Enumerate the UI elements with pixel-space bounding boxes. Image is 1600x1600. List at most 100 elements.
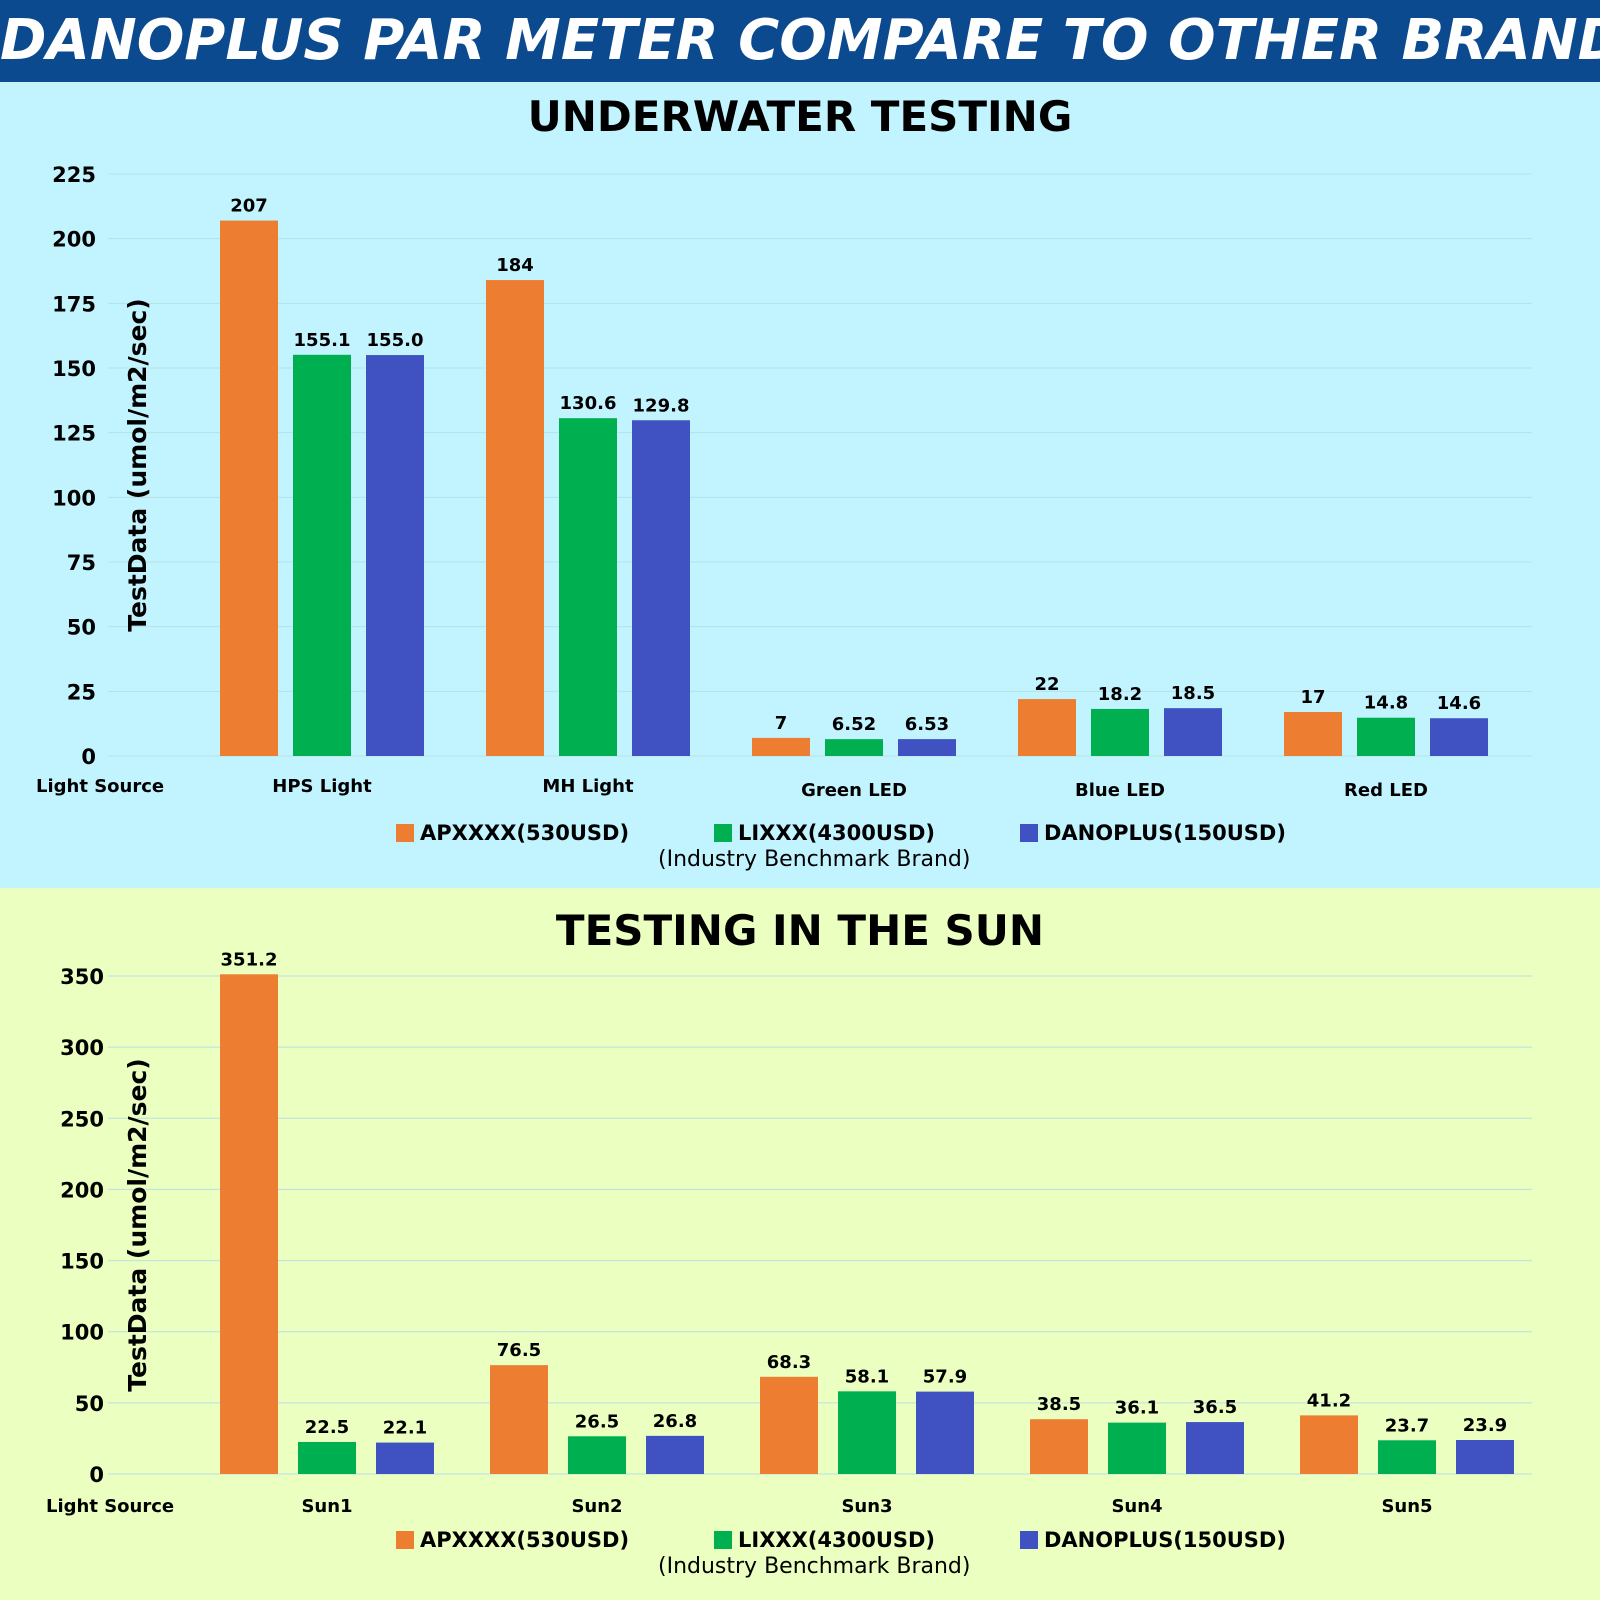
legend-item-apxxxx: APXXXX(530USD) bbox=[396, 1526, 629, 1554]
legend-swatch-lixxx bbox=[714, 824, 732, 842]
y-tick-label: 0 bbox=[81, 745, 96, 769]
x-tick-label: Sun5 bbox=[1381, 1496, 1432, 1517]
data-label: 23.9 bbox=[1463, 1415, 1507, 1436]
bar-apxxxx bbox=[760, 1376, 818, 1474]
bar-danoplus bbox=[366, 355, 424, 756]
data-label: 184 bbox=[496, 255, 534, 276]
data-label: 22.1 bbox=[383, 1418, 427, 1439]
legend-note: (Industry Benchmark Brand) bbox=[658, 1554, 971, 1579]
bar-danoplus bbox=[898, 739, 956, 756]
sun-testing-panel: TESTING IN THE SUN 0 50 100 150 200 250 300 350… bbox=[0, 888, 1600, 1600]
x-axis-title: Light Source bbox=[36, 776, 164, 797]
legend-label-danoplus: DANOPLUS(150USD) bbox=[1044, 1528, 1286, 1552]
data-label: 14.8 bbox=[1364, 693, 1408, 714]
bar-lixxx bbox=[1108, 1422, 1166, 1474]
y-tick-label: 350 bbox=[60, 965, 104, 989]
legend-label-lixxx: LIXXX(4300USD) bbox=[738, 1528, 936, 1552]
bar-danoplus bbox=[376, 1442, 434, 1474]
legend-swatch-lixxx bbox=[714, 1531, 732, 1549]
data-label: 129.8 bbox=[633, 395, 690, 416]
underwater-chart-title: UNDERWATER TESTING bbox=[527, 92, 1073, 141]
bar-lixxx bbox=[838, 1391, 896, 1474]
data-label: 41.2 bbox=[1307, 1390, 1351, 1411]
legend-label-lixxx: LIXXX(4300USD) bbox=[738, 821, 936, 845]
x-tick-label: Sun4 bbox=[1111, 1496, 1162, 1517]
underwater-legend: APXXXX(530USD) LIXXX(4300USD) DANOPLUS(1… bbox=[0, 819, 1600, 879]
legend-note: (Industry Benchmark Brand) bbox=[658, 847, 971, 872]
legend-item-danoplus: DANOPLUS(150USD) bbox=[1020, 819, 1286, 847]
y-tick-label: 225 bbox=[52, 163, 96, 187]
data-label: 22.5 bbox=[305, 1417, 349, 1438]
bar-lixxx bbox=[825, 739, 883, 756]
y-tick-label: 75 bbox=[67, 551, 96, 575]
bar-apxxxx bbox=[1284, 712, 1342, 756]
y-tick-label: 0 bbox=[89, 1463, 104, 1487]
bar-apxxxx bbox=[220, 974, 278, 1474]
x-tick-label: HPS Light bbox=[272, 776, 372, 797]
x-tick-label: Sun1 bbox=[301, 1496, 352, 1517]
legend-swatch-apxxxx bbox=[396, 824, 414, 842]
x-axis-title: Light Source bbox=[46, 1496, 174, 1517]
data-label: 58.1 bbox=[845, 1366, 889, 1387]
underwater-testing-panel: UNDERWATER TESTING 0 25 50 75 100 125 150 175 20… bbox=[0, 82, 1600, 888]
y-tick-label: 100 bbox=[52, 486, 96, 510]
data-label: 155.1 bbox=[294, 330, 351, 351]
bar-danoplus bbox=[916, 1391, 974, 1474]
legend-label-apxxxx: APXXXX(530USD) bbox=[420, 821, 630, 845]
data-label: 22 bbox=[1034, 674, 1059, 695]
data-label: 18.2 bbox=[1098, 684, 1142, 705]
x-tick-label: Blue LED bbox=[1075, 780, 1165, 801]
bar-lixxx bbox=[1357, 717, 1415, 756]
y-tick-label: 200 bbox=[52, 228, 96, 252]
x-tick-label: MH Light bbox=[542, 776, 634, 797]
data-label: 7 bbox=[775, 713, 788, 734]
bar-apxxxx bbox=[752, 737, 810, 756]
y-axis-title: TestData (umol/m2/sec) bbox=[123, 1058, 152, 1391]
legend-label-danoplus: DANOPLUS(150USD) bbox=[1044, 821, 1286, 845]
bar-apxxxx bbox=[1030, 1419, 1088, 1474]
bar-apxxxx bbox=[1018, 699, 1076, 756]
x-tick-label: Sun3 bbox=[841, 1496, 892, 1517]
x-tick-label: Sun2 bbox=[571, 1496, 622, 1517]
data-label: 23.7 bbox=[1385, 1415, 1429, 1436]
bar-danoplus bbox=[1164, 708, 1222, 756]
legend-swatch-apxxxx bbox=[396, 1531, 414, 1549]
x-tick-label: Green LED bbox=[801, 780, 907, 801]
y-tick-label: 50 bbox=[67, 616, 96, 640]
bar-lixxx bbox=[559, 418, 617, 756]
y-axis-title: TestData (umol/m2/sec) bbox=[123, 298, 152, 631]
bar-apxxxx bbox=[490, 1365, 548, 1474]
y-tick-label: 150 bbox=[60, 1250, 104, 1274]
data-label: 130.6 bbox=[560, 393, 617, 414]
data-label: 26.5 bbox=[575, 1411, 619, 1432]
legend-label-apxxxx: APXXXX(530USD) bbox=[420, 1528, 630, 1552]
bar-danoplus bbox=[646, 1435, 704, 1474]
data-label: 207 bbox=[230, 196, 268, 217]
bar-danoplus bbox=[1430, 718, 1488, 756]
sun-chart-title: TESTING IN THE SUN bbox=[555, 906, 1045, 955]
y-tick-label: 175 bbox=[52, 292, 96, 316]
bar-lixxx bbox=[1378, 1440, 1436, 1474]
data-label: 17 bbox=[1300, 687, 1325, 708]
y-tick-label: 200 bbox=[60, 1178, 104, 1202]
page-title: DANOPLUS PAR METER COMPARE TO OTHER BRAN… bbox=[0, 8, 1600, 73]
data-label: 36.1 bbox=[1115, 1398, 1159, 1419]
x-tick-label: Red LED bbox=[1344, 780, 1428, 801]
data-label: 6.53 bbox=[905, 714, 949, 735]
data-label: 57.9 bbox=[923, 1367, 967, 1388]
bar-lixxx bbox=[298, 1441, 356, 1474]
y-tick-label: 25 bbox=[67, 680, 96, 704]
y-tick-label: 50 bbox=[75, 1392, 104, 1416]
legend-item-danoplus: DANOPLUS(150USD) bbox=[1020, 1526, 1286, 1554]
legend-item-apxxxx: APXXXX(530USD) bbox=[396, 819, 629, 847]
data-label: 14.6 bbox=[1437, 693, 1481, 714]
data-label: 38.5 bbox=[1037, 1394, 1081, 1415]
legend-swatch-danoplus bbox=[1020, 1531, 1038, 1549]
sun-bar-chart: 0 50 100 150 200 250 300 350 TestData (umol/m2/s… bbox=[46, 949, 1532, 1517]
data-label: 155.0 bbox=[367, 330, 424, 351]
legend-item-lixxx: LIXXX(4300USD) bbox=[714, 1526, 935, 1554]
data-label: 26.8 bbox=[653, 1411, 697, 1432]
legend-item-lixxx: LIXXX(4300USD) bbox=[714, 819, 935, 847]
y-tick-label: 150 bbox=[52, 357, 96, 381]
title-banner: DANOPLUS PAR METER COMPARE TO OTHER BRAN… bbox=[0, 0, 1600, 82]
